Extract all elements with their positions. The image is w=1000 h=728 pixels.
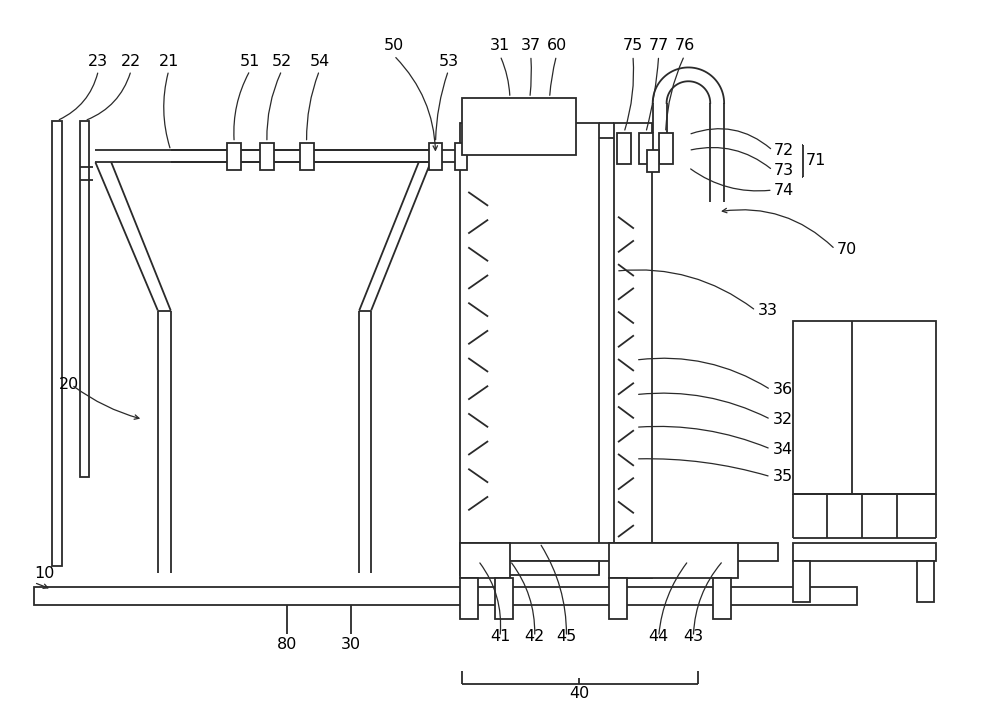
Text: 76: 76 bbox=[674, 38, 695, 53]
Text: 52: 52 bbox=[272, 54, 292, 69]
Text: 73: 73 bbox=[774, 163, 794, 178]
Text: 34: 34 bbox=[773, 441, 793, 456]
Text: 45: 45 bbox=[556, 629, 577, 644]
Bar bbox=[495, 577, 513, 619]
Bar bbox=[260, 143, 274, 170]
Text: 53: 53 bbox=[438, 54, 458, 69]
Text: 37: 37 bbox=[521, 38, 541, 53]
Text: 36: 36 bbox=[773, 382, 793, 397]
Bar bbox=[52, 121, 62, 566]
Bar bbox=[80, 121, 89, 477]
Text: 44: 44 bbox=[649, 629, 669, 644]
Bar bbox=[647, 151, 659, 173]
Text: 40: 40 bbox=[569, 686, 589, 700]
Text: 43: 43 bbox=[683, 629, 703, 644]
Bar bbox=[609, 543, 738, 577]
Bar bbox=[639, 132, 653, 165]
Bar bbox=[460, 561, 599, 574]
Bar bbox=[793, 561, 810, 602]
Text: 32: 32 bbox=[773, 412, 793, 427]
Text: 30: 30 bbox=[341, 637, 361, 652]
Text: 10: 10 bbox=[34, 566, 54, 581]
Text: 71: 71 bbox=[805, 153, 826, 168]
Text: 54: 54 bbox=[309, 54, 330, 69]
Bar bbox=[460, 123, 599, 573]
Bar bbox=[614, 123, 652, 577]
Text: 22: 22 bbox=[121, 54, 141, 69]
Text: 77: 77 bbox=[649, 38, 669, 53]
Bar bbox=[300, 143, 314, 170]
Bar bbox=[227, 143, 241, 170]
Text: 23: 23 bbox=[88, 54, 108, 69]
Text: 41: 41 bbox=[490, 629, 510, 644]
Text: 31: 31 bbox=[490, 38, 510, 53]
Bar bbox=[917, 561, 934, 602]
Bar bbox=[793, 543, 936, 561]
Bar bbox=[34, 587, 857, 605]
Text: 51: 51 bbox=[240, 54, 260, 69]
Text: 20: 20 bbox=[59, 377, 79, 392]
Bar bbox=[455, 143, 467, 170]
Text: 70: 70 bbox=[837, 242, 857, 257]
Text: 42: 42 bbox=[525, 629, 545, 644]
Bar bbox=[713, 577, 731, 619]
Text: 21: 21 bbox=[159, 54, 179, 69]
Text: 75: 75 bbox=[623, 38, 643, 53]
Bar bbox=[460, 577, 478, 619]
Text: 50: 50 bbox=[384, 38, 404, 53]
Bar bbox=[462, 98, 576, 155]
Bar bbox=[429, 143, 442, 170]
Text: 33: 33 bbox=[758, 303, 778, 318]
Bar bbox=[659, 132, 673, 165]
Bar bbox=[460, 543, 778, 561]
Text: 74: 74 bbox=[774, 183, 794, 197]
Bar bbox=[793, 320, 936, 494]
Text: 72: 72 bbox=[774, 143, 794, 158]
Text: 80: 80 bbox=[277, 637, 297, 652]
Bar bbox=[617, 132, 631, 165]
Text: 35: 35 bbox=[773, 469, 793, 484]
Text: 60: 60 bbox=[546, 38, 567, 53]
Bar bbox=[460, 543, 510, 577]
Bar bbox=[609, 577, 627, 619]
